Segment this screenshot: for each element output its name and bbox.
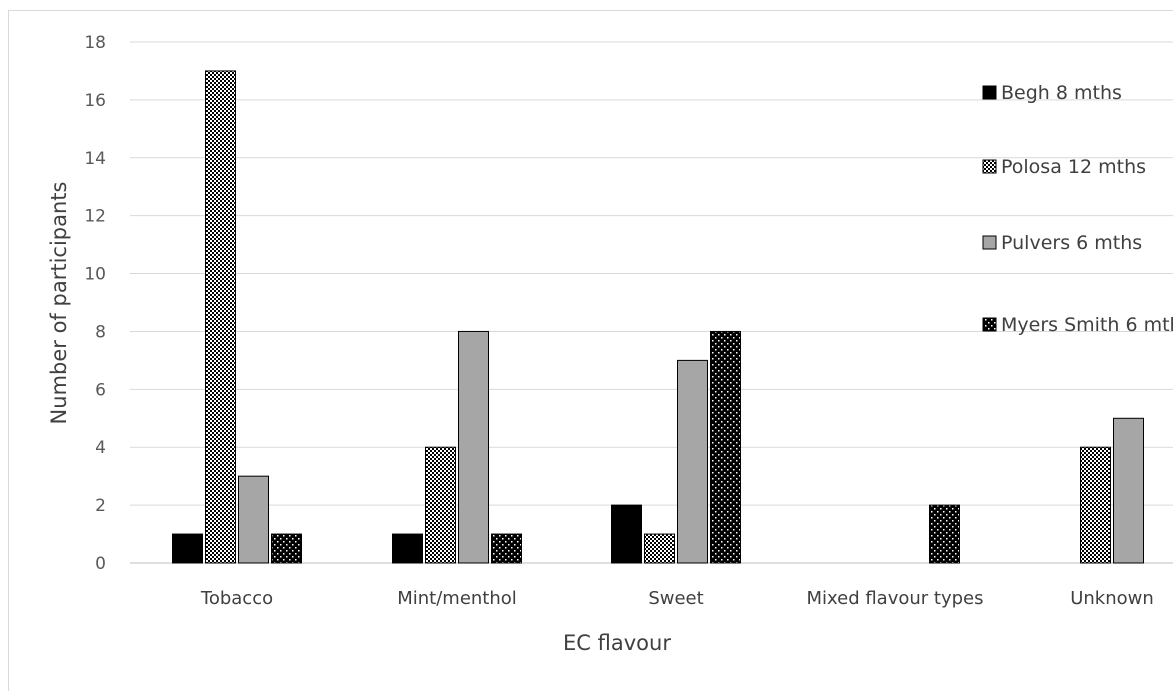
bar-myers-smith-6-mths-0 (271, 533, 302, 564)
legend-label: Pulvers 6 mths (1001, 232, 1142, 254)
chart-frame (8, 10, 1173, 691)
y-tick-label: 16 (84, 91, 106, 111)
legend-swatch (982, 85, 997, 100)
x-axis-title: EC flavour (563, 631, 671, 655)
bar-myers-smith-6-mths-1 (491, 533, 522, 564)
bar-pulvers-6-mths-0 (238, 475, 269, 564)
gridlines (130, 41, 1173, 564)
bar-polosa-12-mths-2 (644, 533, 675, 564)
legend-swatch (982, 317, 997, 332)
y-tick-label: 6 (95, 380, 106, 400)
legend-swatch (982, 235, 997, 250)
bar-pulvers-6-mths-2 (677, 359, 708, 564)
bars (172, 70, 1144, 564)
bar-polosa-12-mths-0 (205, 70, 236, 564)
x-category-label: Unknown (1070, 588, 1154, 609)
y-tick-label: 8 (95, 322, 106, 342)
legend: Begh 8 mths Polosa 12 mths Pulvers 6 mths M… (982, 82, 1173, 336)
legend-item: Myers Smith 6 mths (982, 314, 1173, 336)
bar-myers-smith-6-mths-3 (929, 504, 960, 564)
legend-item: Begh 8 mths (982, 82, 1122, 104)
y-tick-label: 0 (95, 554, 106, 574)
bar-polosa-12-mths-1 (425, 446, 456, 564)
legend-label: Polosa 12 mths (1001, 156, 1146, 178)
bar-begh-8-mths-1 (392, 533, 423, 564)
y-tick-label: 4 (95, 438, 106, 458)
y-tick-label: 18 (84, 33, 106, 53)
bar-pulvers-6-mths-1 (458, 330, 489, 564)
y-tick-label: 14 (84, 149, 106, 169)
bar-pulvers-6-mths-4 (1113, 417, 1144, 564)
x-category-label: Tobacco (200, 588, 273, 609)
x-category-label: Mint/menthol (397, 588, 517, 609)
bar-myers-smith-6-mths-2 (710, 330, 741, 564)
legend-label: Myers Smith 6 mths (1001, 314, 1173, 336)
legend-item: Polosa 12 mths (982, 156, 1146, 178)
bar-begh-8-mths-0 (172, 533, 203, 564)
bar-begh-8-mths-2 (611, 504, 642, 564)
y-tick-label: 2 (95, 496, 106, 516)
x-axis-categories: Tobacco Mint/menthol Sweet Mixed flavour ty… (200, 588, 1154, 609)
legend-label: Begh 8 mths (1001, 82, 1122, 104)
y-axis-title: Number of participants (47, 182, 71, 425)
y-axis-ticks: 0 2 4 6 8 10 12 14 16 18 (84, 33, 106, 574)
legend-swatch (982, 159, 997, 174)
x-category-label: Sweet (648, 588, 703, 609)
y-tick-label: 10 (84, 265, 106, 285)
y-tick-label: 12 (84, 207, 106, 227)
bar-polosa-12-mths-4 (1080, 446, 1111, 564)
x-category-label: Mixed flavour types (806, 588, 983, 609)
legend-item: Pulvers 6 mths (982, 232, 1142, 254)
